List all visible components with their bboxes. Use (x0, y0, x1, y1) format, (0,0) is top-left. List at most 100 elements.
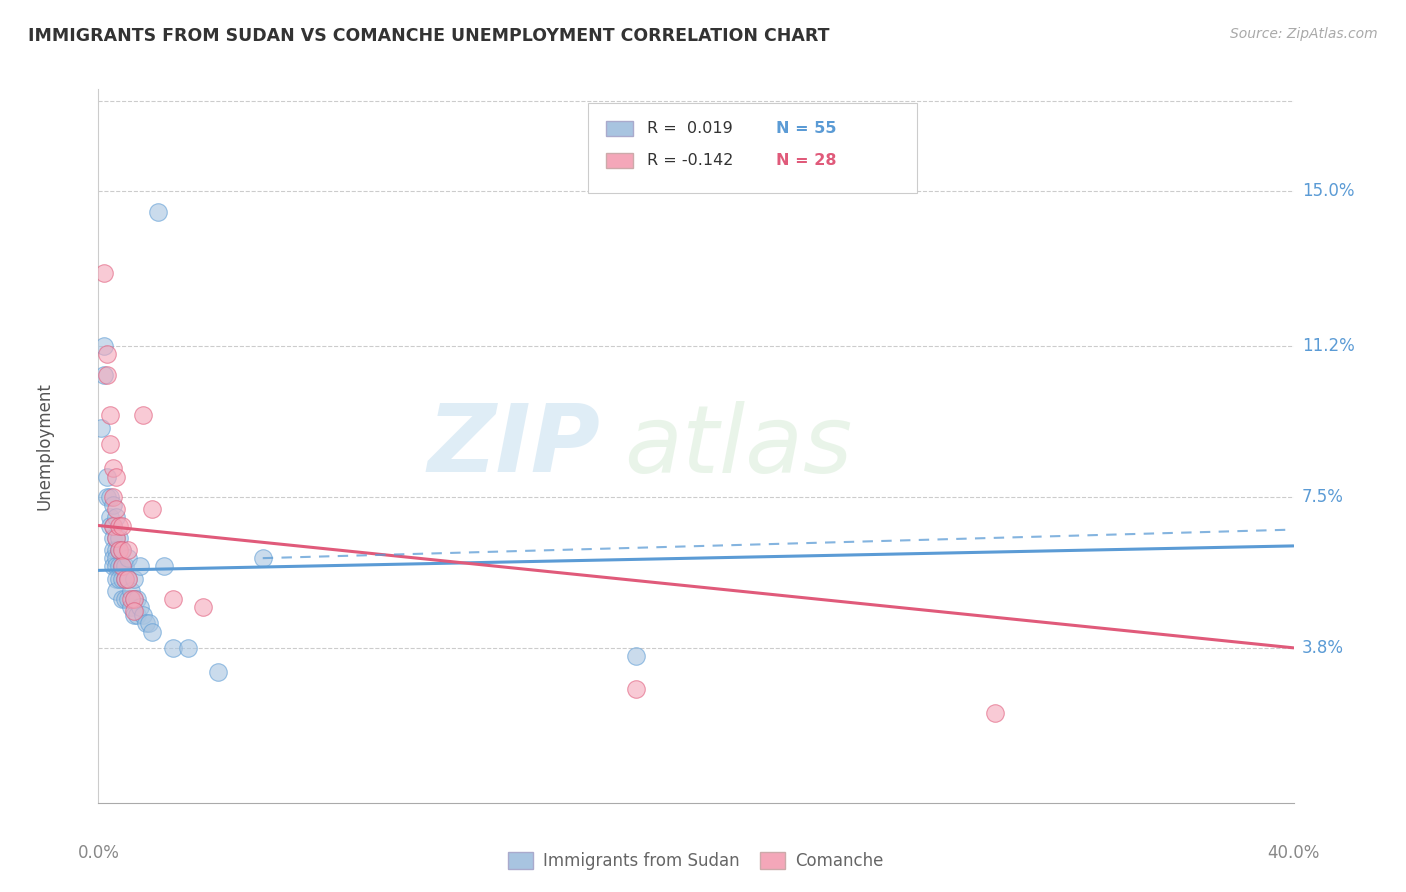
Point (93, 339, 115, 353)
Point (132, 608, 155, 623)
Text: 11.2%: 11.2% (1302, 337, 1354, 355)
Text: 15.0%: 15.0% (1302, 182, 1354, 200)
Point (105, 502, 128, 516)
Point (90, 420, 112, 434)
Text: 3.8%: 3.8% (1302, 639, 1344, 657)
Text: R = -0.142: R = -0.142 (647, 153, 734, 168)
Point (114, 591, 136, 606)
Text: 40.0%: 40.0% (1267, 844, 1320, 862)
Point (98, 490, 122, 504)
Point (98, 437, 122, 451)
Point (111, 559, 134, 574)
Point (207, 665, 229, 680)
Point (120, 591, 142, 606)
Point (124, 572, 146, 586)
Point (114, 559, 136, 574)
Bar (606, 153, 633, 169)
Point (624, 648, 647, 663)
Point (148, 204, 170, 219)
Point (252, 551, 274, 566)
Point (177, 640, 200, 655)
Point (105, 572, 128, 586)
Text: 0.0%: 0.0% (77, 844, 120, 862)
Point (124, 591, 146, 606)
Point (983, 706, 1005, 720)
Point (98, 518, 122, 533)
Point (103, 490, 125, 504)
Point (141, 502, 163, 516)
Point (141, 624, 163, 639)
Point (114, 572, 136, 586)
Point (117, 572, 139, 586)
Point (129, 559, 152, 574)
Point (624, 681, 647, 696)
Point (117, 572, 139, 586)
Point (124, 604, 146, 618)
Point (105, 531, 128, 545)
Point (124, 608, 146, 623)
Point (111, 591, 134, 606)
Point (124, 591, 146, 606)
Point (129, 600, 152, 615)
Point (114, 572, 136, 586)
Point (108, 572, 131, 586)
Text: R =  0.019: R = 0.019 (647, 121, 733, 136)
Point (103, 518, 125, 533)
Text: Unemployment: Unemployment (35, 382, 53, 510)
Point (103, 543, 125, 558)
Text: 7.5%: 7.5% (1302, 488, 1344, 506)
Point (103, 518, 125, 533)
Point (162, 640, 184, 655)
Point (111, 559, 134, 574)
Point (108, 543, 131, 558)
Point (191, 600, 214, 615)
Point (138, 616, 160, 631)
Point (96, 347, 118, 361)
Point (105, 559, 128, 574)
Point (108, 543, 131, 558)
Point (153, 559, 176, 574)
Point (117, 551, 139, 566)
Legend: Immigrants from Sudan, Comanche: Immigrants from Sudan, Comanche (502, 845, 890, 877)
Point (93, 368, 115, 382)
Point (135, 616, 157, 631)
Point (117, 543, 139, 558)
Point (127, 591, 149, 606)
Point (105, 469, 128, 483)
Point (98, 409, 122, 423)
Point (108, 531, 131, 545)
Text: atlas: atlas (624, 401, 852, 491)
Point (111, 518, 134, 533)
FancyBboxPatch shape (588, 103, 917, 193)
Point (105, 531, 128, 545)
Point (103, 461, 125, 475)
Point (108, 559, 131, 574)
Point (93, 266, 115, 280)
Point (103, 551, 125, 566)
Text: N = 55: N = 55 (776, 121, 837, 136)
Point (162, 591, 184, 606)
Point (111, 543, 134, 558)
Point (103, 531, 125, 545)
Point (120, 583, 142, 598)
Bar (606, 120, 633, 136)
Point (103, 559, 125, 574)
Text: Source: ZipAtlas.com: Source: ZipAtlas.com (1230, 27, 1378, 41)
Point (105, 583, 128, 598)
Point (108, 518, 131, 533)
Point (105, 543, 128, 558)
Point (111, 543, 134, 558)
Text: ZIP: ZIP (427, 400, 600, 492)
Point (132, 409, 155, 423)
Point (96, 469, 118, 483)
Point (127, 608, 149, 623)
Point (105, 551, 128, 566)
Point (111, 572, 134, 586)
Point (96, 490, 118, 504)
Point (103, 498, 125, 512)
Point (98, 510, 122, 524)
Text: N = 28: N = 28 (776, 153, 837, 168)
Point (105, 510, 128, 524)
Point (117, 591, 139, 606)
Point (96, 368, 118, 382)
